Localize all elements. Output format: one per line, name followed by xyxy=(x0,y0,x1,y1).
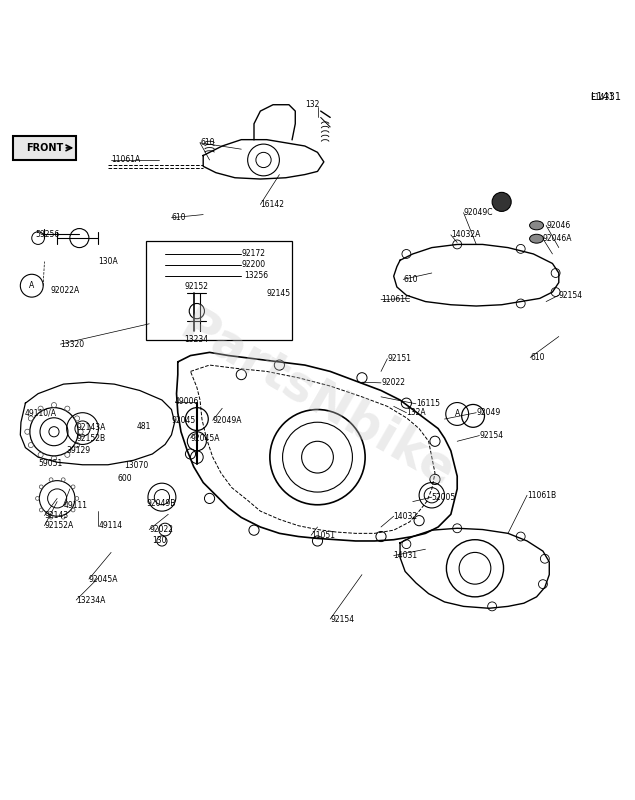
Text: 132: 132 xyxy=(305,100,319,110)
Text: 92022A: 92022A xyxy=(51,286,80,295)
Text: 92046A: 92046A xyxy=(543,234,572,243)
Bar xyxy=(146,242,292,340)
Text: 11061C: 11061C xyxy=(381,295,410,304)
Text: 610: 610 xyxy=(200,138,215,147)
Text: 92045A: 92045A xyxy=(89,574,118,583)
Text: 52005: 52005 xyxy=(432,493,456,502)
Text: 59051: 59051 xyxy=(38,459,62,468)
Text: 11061B: 11061B xyxy=(527,490,556,500)
Text: 13256: 13256 xyxy=(244,271,269,280)
Text: 11051: 11051 xyxy=(311,530,335,540)
Text: 92049C: 92049C xyxy=(464,208,493,217)
Text: 92049B: 92049B xyxy=(146,499,175,508)
Text: 49006: 49006 xyxy=(175,398,199,406)
Text: E1431: E1431 xyxy=(591,93,615,102)
Text: 92172: 92172 xyxy=(241,250,265,258)
Text: 92049: 92049 xyxy=(476,408,500,418)
Text: A: A xyxy=(29,281,34,290)
Text: 13320: 13320 xyxy=(60,340,84,349)
Text: L1431: L1431 xyxy=(591,92,620,102)
Text: 49114: 49114 xyxy=(98,522,123,530)
Text: 92154: 92154 xyxy=(559,290,583,300)
Ellipse shape xyxy=(530,234,544,243)
Text: 92151: 92151 xyxy=(387,354,411,363)
Text: 92152: 92152 xyxy=(184,282,208,291)
Text: 92045: 92045 xyxy=(171,416,196,425)
Text: 13234: 13234 xyxy=(184,335,208,344)
Text: 92046: 92046 xyxy=(546,221,570,230)
Text: 49111: 49111 xyxy=(64,501,88,510)
Text: 92049A: 92049A xyxy=(213,416,242,425)
Text: 481: 481 xyxy=(137,422,151,431)
Text: 92152A: 92152A xyxy=(44,522,74,530)
Text: 49110/A: 49110/A xyxy=(24,408,56,418)
Text: FRONT: FRONT xyxy=(26,143,63,153)
Text: 92143: 92143 xyxy=(44,511,69,520)
Text: 132A: 132A xyxy=(406,408,426,418)
Text: 16115: 16115 xyxy=(416,399,440,408)
Text: 92022: 92022 xyxy=(149,525,173,534)
Ellipse shape xyxy=(530,221,544,230)
Text: 11061A: 11061A xyxy=(111,155,140,165)
Text: 610: 610 xyxy=(403,275,418,284)
Text: 14032A: 14032A xyxy=(451,230,480,239)
Text: 92200: 92200 xyxy=(241,260,265,270)
Text: 92154: 92154 xyxy=(330,614,354,623)
Text: 92022: 92022 xyxy=(381,378,405,387)
Text: 59256: 59256 xyxy=(35,230,59,239)
Text: 13234A: 13234A xyxy=(76,595,105,605)
Text: 92152B: 92152B xyxy=(76,434,105,442)
Text: 92145: 92145 xyxy=(267,289,291,298)
Text: 92143A: 92143A xyxy=(76,423,105,433)
Text: 600: 600 xyxy=(117,474,132,483)
Text: 130A: 130A xyxy=(98,257,118,266)
Text: PartsNbike: PartsNbike xyxy=(172,302,463,498)
Text: A: A xyxy=(455,410,460,418)
Text: 610: 610 xyxy=(530,353,545,362)
Text: 92154: 92154 xyxy=(479,431,504,440)
Text: 92045A: 92045A xyxy=(190,434,220,442)
Bar xyxy=(13,136,76,160)
Text: 14032: 14032 xyxy=(394,512,418,521)
Text: 13070: 13070 xyxy=(124,461,148,470)
Text: 14031: 14031 xyxy=(394,551,418,560)
Text: 16142: 16142 xyxy=(260,200,284,209)
Circle shape xyxy=(492,192,511,211)
Text: 130: 130 xyxy=(152,537,167,546)
Text: 39129: 39129 xyxy=(67,446,91,455)
Text: 610: 610 xyxy=(171,214,186,222)
